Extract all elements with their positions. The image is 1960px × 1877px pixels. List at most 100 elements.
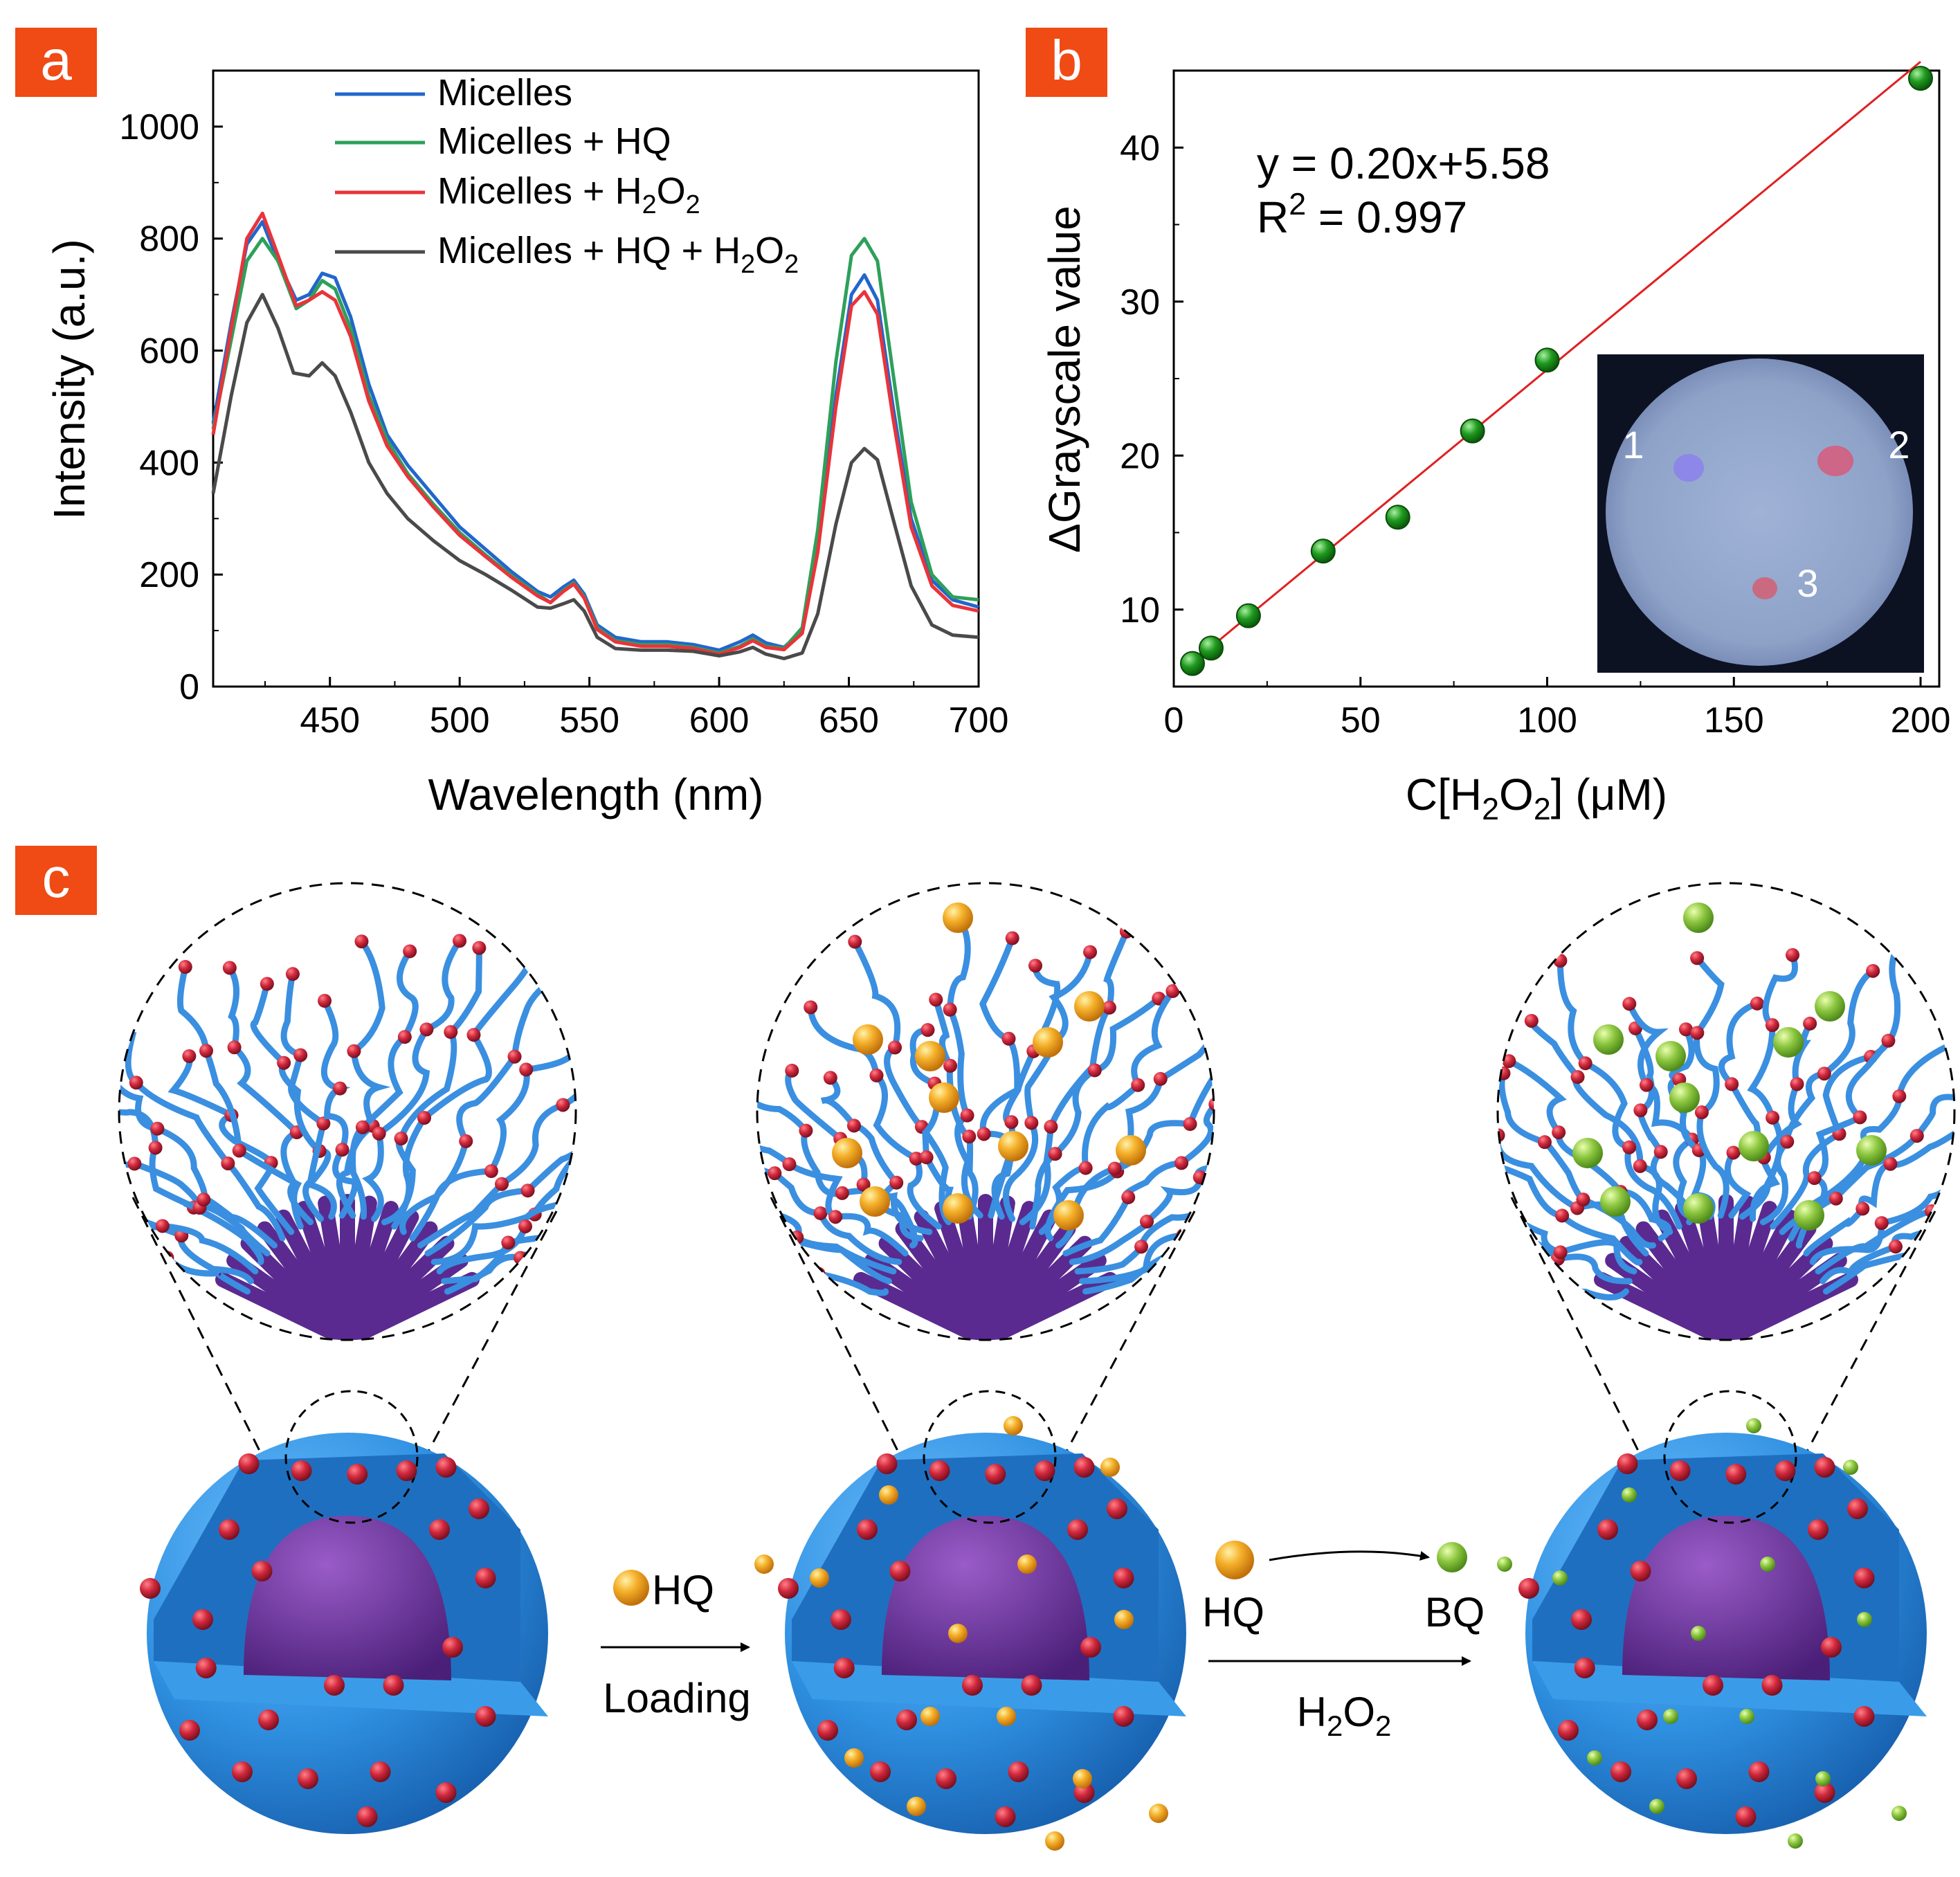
x-tick-label-b: 200: [1891, 700, 1951, 741]
bq-molecule-small: [1815, 1771, 1831, 1786]
x-tick-label-a: 500: [430, 700, 490, 741]
inset-spot-1: [1673, 454, 1704, 482]
chain-bead: [1570, 1070, 1585, 1085]
surface-bead: [469, 1498, 489, 1519]
surface-bead: [1113, 1706, 1134, 1727]
hq-molecule-small: [997, 1707, 1016, 1726]
chain-bead: [453, 934, 467, 948]
chain-bead: [59, 1228, 73, 1242]
chain-bead: [494, 1177, 509, 1191]
surface-bead: [324, 1675, 345, 1696]
polymer-chain: [119, 1132, 259, 1275]
chart-a-frame: [212, 69, 980, 688]
polymer-chain: [757, 1130, 902, 1265]
zoom-circle: [756, 882, 1215, 1341]
zoom-content: [53, 930, 717, 1340]
chain-bead: [658, 1045, 672, 1059]
chain-bead: [397, 1030, 412, 1044]
chain-bead: [703, 1076, 717, 1090]
chain-bead: [1028, 959, 1043, 973]
micelle-core: [1622, 1516, 1830, 1680]
chain-bead: [1502, 1054, 1516, 1069]
panel-a: a 450 500 550 600 650 700 0 200 400 600 800 1000 Wa…: [15, 28, 1008, 819]
chain-bead: [828, 1210, 843, 1224]
chain-bead: [768, 1166, 782, 1181]
chain-bead: [333, 1081, 347, 1096]
y-tick-label-b: 20: [1120, 436, 1160, 476]
chain-bead: [1750, 996, 1764, 1010]
polymer-chain: [807, 1004, 942, 1230]
chain-bead: [260, 977, 274, 991]
bq-molecule-small: [1663, 1709, 1678, 1724]
polymer-chain: [1044, 1010, 1214, 1242]
surface-bead: [1853, 1568, 1875, 1588]
chain-bead: [129, 1076, 143, 1090]
chain-bead: [419, 1022, 434, 1037]
chain-bead: [642, 1151, 655, 1165]
surface-bead: [251, 1561, 273, 1581]
bq-molecule: [1655, 1041, 1686, 1071]
chain-bead: [354, 934, 369, 949]
surface-bead: [1067, 1519, 1088, 1540]
x-tick-label-b: 100: [1517, 700, 1577, 741]
reaction-from-label: HQ: [1202, 1589, 1264, 1635]
panel-b: b 0 50 100 150 200 10 20 30 40 1 2 3 y = 0.20x+5…: [1026, 28, 1950, 826]
polymer-chain: [349, 947, 419, 1220]
surface-bead: [833, 1658, 855, 1678]
zoom-guide-right: [422, 1210, 558, 1461]
hq-molecule: [929, 1082, 959, 1113]
zoom-guide-left: [770, 1197, 904, 1461]
x-tick-label-b: 50: [1341, 700, 1381, 741]
polymer-chain: [1750, 1020, 1813, 1222]
inset-label-2: 2: [1888, 423, 1909, 466]
data-point-7: [1534, 347, 1560, 373]
chain-bead: [507, 1049, 522, 1064]
chain-bead: [1553, 1245, 1568, 1260]
chain-bead: [1087, 1063, 1102, 1078]
surface-bead: [396, 1460, 417, 1481]
polymer-chain: [1809, 1109, 1954, 1265]
bq-molecule-small: [1843, 1460, 1858, 1475]
chain-bead: [1725, 1077, 1739, 1091]
chain-bead: [1498, 1066, 1511, 1080]
chain-bead: [1134, 1240, 1149, 1254]
panel-b-badge: [1026, 28, 1107, 97]
bq-molecule: [1572, 1138, 1603, 1168]
chain-bead: [594, 1198, 608, 1212]
chain-bead: [1766, 1110, 1780, 1125]
hq-molecule-small: [1017, 1554, 1037, 1574]
x-tick-label-a: 650: [819, 700, 879, 741]
polymer-chain: [1082, 1204, 1214, 1295]
chain-bead: [537, 930, 552, 944]
surface-bead: [238, 1453, 260, 1474]
surface-bead: [1617, 1453, 1638, 1474]
chain-bead: [150, 1121, 165, 1136]
x-tick-label-b: 150: [1704, 700, 1764, 741]
micelle-core: [882, 1516, 1089, 1680]
surface-bead: [1518, 1578, 1539, 1599]
panel-c-badge: [15, 846, 97, 915]
chain-bead: [1364, 1158, 1378, 1172]
chain-bead: [1866, 963, 1880, 978]
chain-bead: [518, 1219, 533, 1233]
polymer-chain: [424, 1049, 576, 1257]
hq-molecule: [943, 903, 973, 933]
chart-b-ylabel: ΔGrayscale value: [1040, 206, 1089, 553]
chain-bead: [472, 941, 487, 955]
chain-bead: [53, 1179, 67, 1193]
chain-bead: [835, 1186, 849, 1200]
surface-bead: [1107, 1498, 1127, 1519]
bq-molecule: [1794, 1200, 1824, 1231]
chain-bead: [962, 1130, 977, 1144]
panel-b-label: b: [1051, 29, 1082, 92]
surface-bead: [1821, 1637, 1842, 1658]
chain-bead: [520, 1184, 535, 1198]
surface-bead: [1597, 1519, 1618, 1540]
surface-bead: [370, 1761, 391, 1782]
chain-bead: [1633, 1159, 1647, 1173]
chain-bead: [712, 1127, 726, 1141]
surface-bead: [896, 1710, 917, 1730]
zoom-guide-right: [1801, 1210, 1936, 1461]
chain-bead: [846, 1118, 861, 1133]
